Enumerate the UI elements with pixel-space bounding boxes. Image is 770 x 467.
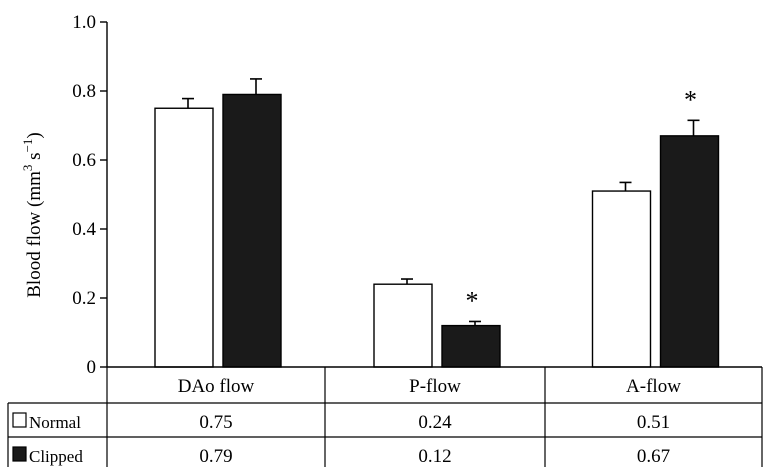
bars-group: ** [154, 78, 720, 368]
value-cell: 0.79 [199, 446, 232, 467]
y-tick-label: 1.0 [72, 12, 96, 33]
y-tick-label: 0.8 [72, 81, 96, 102]
y-tick-label: 0 [87, 357, 97, 378]
y-axis: 0 0.2 0.4 0.6 0.8 1.0 [72, 12, 108, 378]
significance-marker: * [684, 85, 697, 114]
y-axis-title: Blood flow (mm3 s−1) [20, 132, 45, 298]
value-cell: 0.51 [637, 412, 670, 433]
bar [591, 190, 652, 368]
legend-label: Clipped [29, 447, 83, 466]
y-tick-label: 0.2 [72, 288, 96, 309]
value-cell: 0.12 [418, 446, 451, 467]
bar [373, 283, 433, 368]
y-tick-label: 0.4 [72, 219, 96, 240]
legend-swatch [12, 446, 27, 462]
category-label: P-flow [409, 376, 461, 397]
value-cell: 0.24 [418, 412, 452, 433]
legend-label: Normal [29, 413, 81, 432]
category-label: DAo flow [178, 376, 255, 397]
category-label: A-flow [626, 376, 681, 397]
y-tick-label: 0.6 [72, 150, 96, 171]
value-cell: 0.67 [637, 446, 670, 467]
bar [441, 324, 501, 368]
value-cell: 0.75 [199, 412, 232, 433]
bar [222, 93, 282, 368]
data-table: DAo flow P-flow A-flow Normal 0.75 0.24 0.51 Cl… [7, 366, 763, 467]
significance-marker: * [466, 286, 479, 315]
bar [154, 107, 214, 368]
bar [659, 135, 720, 368]
legend-swatch [12, 412, 27, 428]
